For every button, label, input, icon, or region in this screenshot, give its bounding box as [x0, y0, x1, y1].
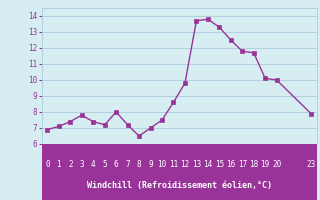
Text: 16: 16 — [226, 160, 236, 169]
Text: 18: 18 — [249, 160, 258, 169]
Text: 2: 2 — [68, 160, 73, 169]
Text: 10: 10 — [157, 160, 167, 169]
Text: 0: 0 — [45, 160, 50, 169]
Text: 8: 8 — [137, 160, 141, 169]
Text: Windchill (Refroidissement éolien,°C): Windchill (Refroidissement éolien,°C) — [87, 181, 272, 190]
Text: 9: 9 — [148, 160, 153, 169]
Text: 17: 17 — [238, 160, 247, 169]
Text: 3: 3 — [79, 160, 84, 169]
Text: 19: 19 — [260, 160, 270, 169]
Text: 13: 13 — [192, 160, 201, 169]
Text: 7: 7 — [125, 160, 130, 169]
Text: 5: 5 — [102, 160, 107, 169]
Text: 6: 6 — [114, 160, 118, 169]
Text: 12: 12 — [180, 160, 189, 169]
Text: 20: 20 — [272, 160, 281, 169]
Text: 1: 1 — [57, 160, 61, 169]
Text: 14: 14 — [203, 160, 212, 169]
Text: 4: 4 — [91, 160, 95, 169]
Text: 23: 23 — [307, 160, 316, 169]
Text: 15: 15 — [215, 160, 224, 169]
Text: 11: 11 — [169, 160, 178, 169]
